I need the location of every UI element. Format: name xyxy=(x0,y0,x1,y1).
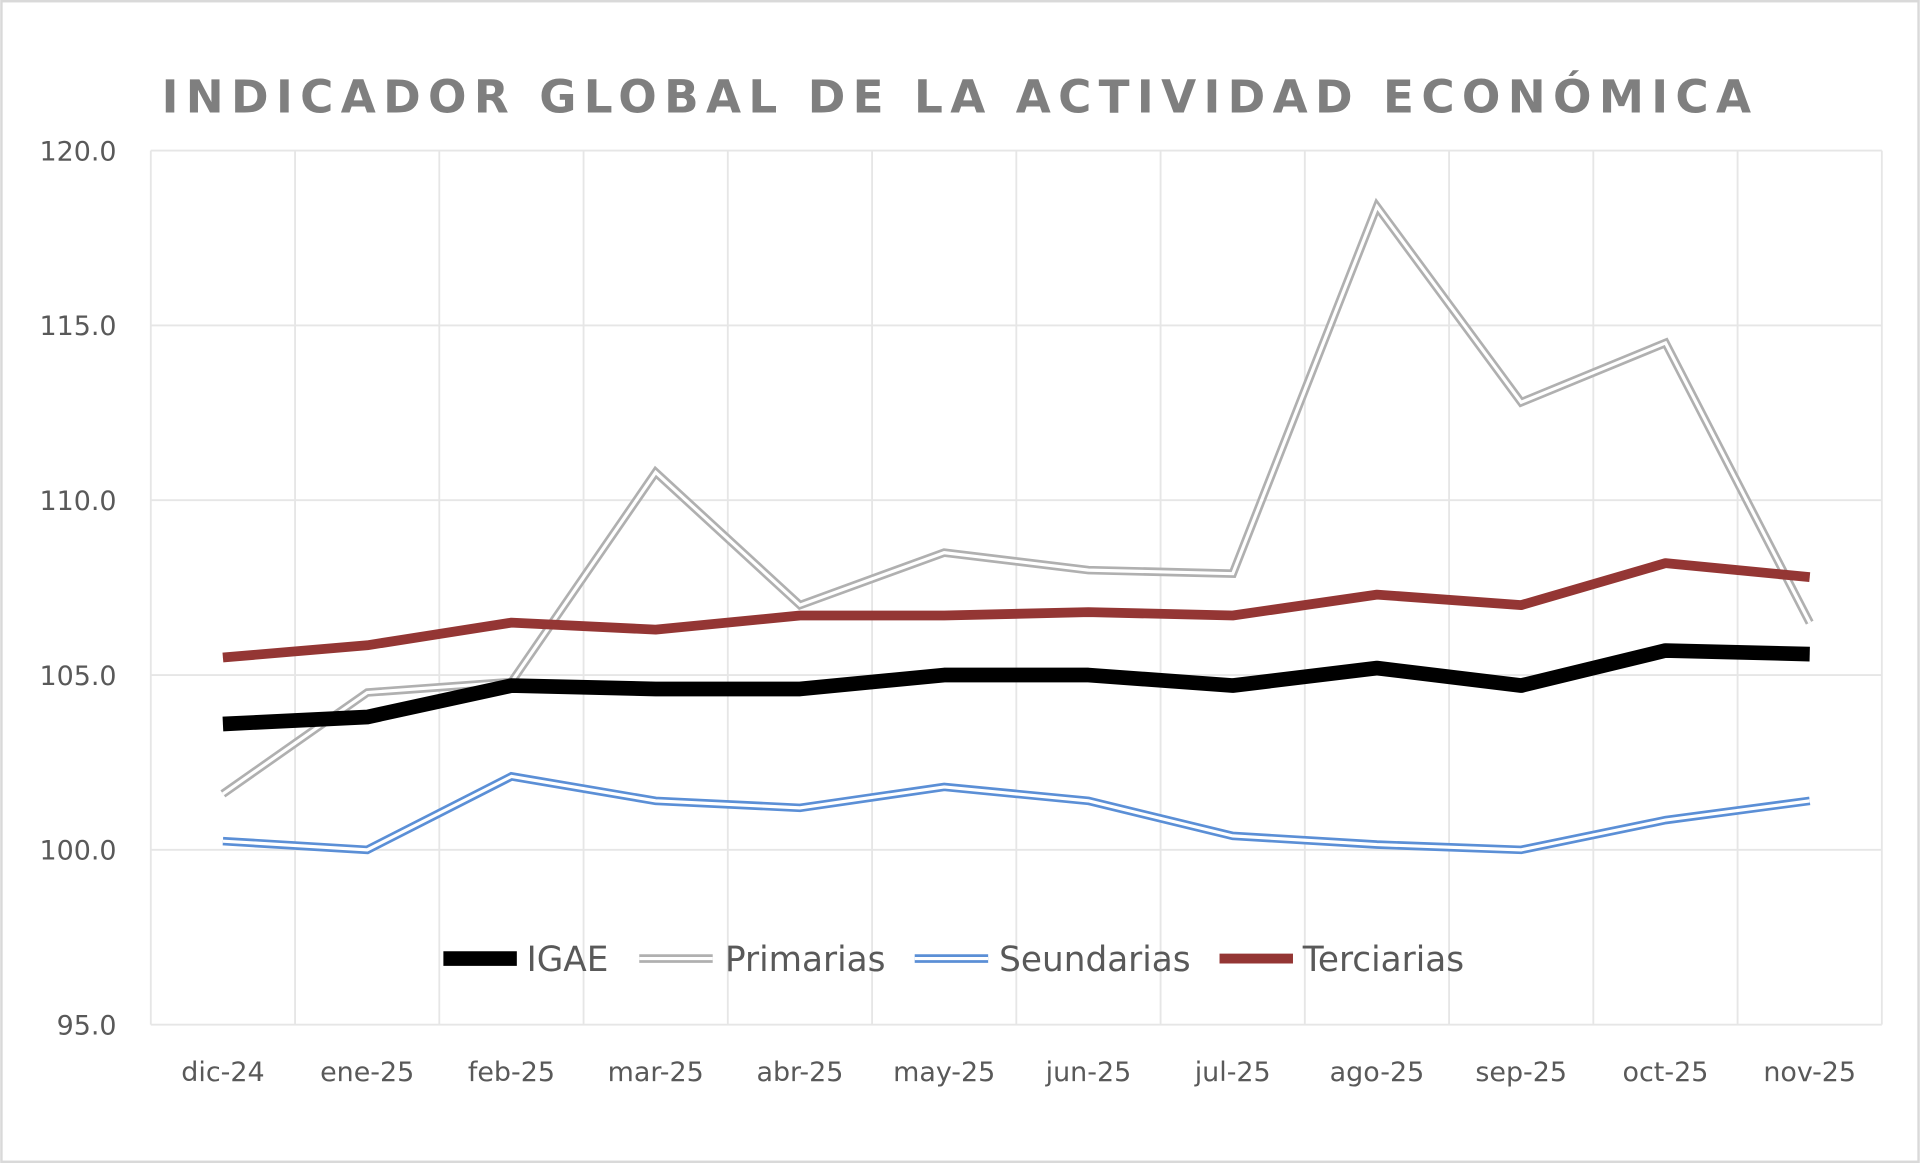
series-lines xyxy=(220,197,1814,855)
y-tick-label: 105.0 xyxy=(39,661,116,692)
legend-label-seundarias: Seundarias xyxy=(999,940,1190,980)
x-tick-label: abr-25 xyxy=(756,1057,843,1088)
x-tick-label: ene-25 xyxy=(320,1057,414,1088)
x-tick-label: sep-25 xyxy=(1475,1057,1567,1088)
x-tick-label: ago-25 xyxy=(1330,1057,1425,1088)
series-line-seundarias-inner xyxy=(222,774,1810,852)
y-tick-label: 110.0 xyxy=(39,486,116,517)
series-line-igae xyxy=(222,643,1810,732)
x-tick-label: may-25 xyxy=(893,1057,995,1088)
x-tick-label: jul-25 xyxy=(1194,1057,1271,1088)
chart-title: INDICADOR GLOBAL DE LA ACTIVIDAD ECONÓMI… xyxy=(162,71,1759,124)
x-tick-label: nov-25 xyxy=(1763,1057,1856,1088)
x-axis: dic-24 ene-25 feb-25 mar-25 abr-25 may-25 jun-… xyxy=(181,1057,1856,1088)
x-tick-label: dic-24 xyxy=(181,1057,264,1088)
legend-label-primarias: Primarias xyxy=(725,940,886,980)
y-tick-label: 100.0 xyxy=(39,836,116,867)
x-tick-label: jun-25 xyxy=(1045,1057,1132,1088)
y-tick-label: 115.0 xyxy=(39,311,116,342)
y-tick-label: 95.0 xyxy=(57,1010,117,1041)
legend-label-terciarias: Terciarias xyxy=(1302,940,1464,980)
y-axis: 95.0 100.0 105.0 110.0 115.0 120.0 xyxy=(39,136,116,1041)
x-tick-label: mar-25 xyxy=(608,1057,704,1088)
gridlines xyxy=(149,149,1883,1026)
y-tick-label: 120.0 xyxy=(39,136,116,167)
legend-label-igae: IGAE xyxy=(527,940,609,980)
x-tick-label: oct-25 xyxy=(1623,1057,1709,1088)
legend: IGAE Primarias Seundarias Terciarias xyxy=(443,940,1464,980)
series-line-terciarias xyxy=(222,558,1811,663)
x-tick-label: feb-25 xyxy=(468,1057,555,1088)
